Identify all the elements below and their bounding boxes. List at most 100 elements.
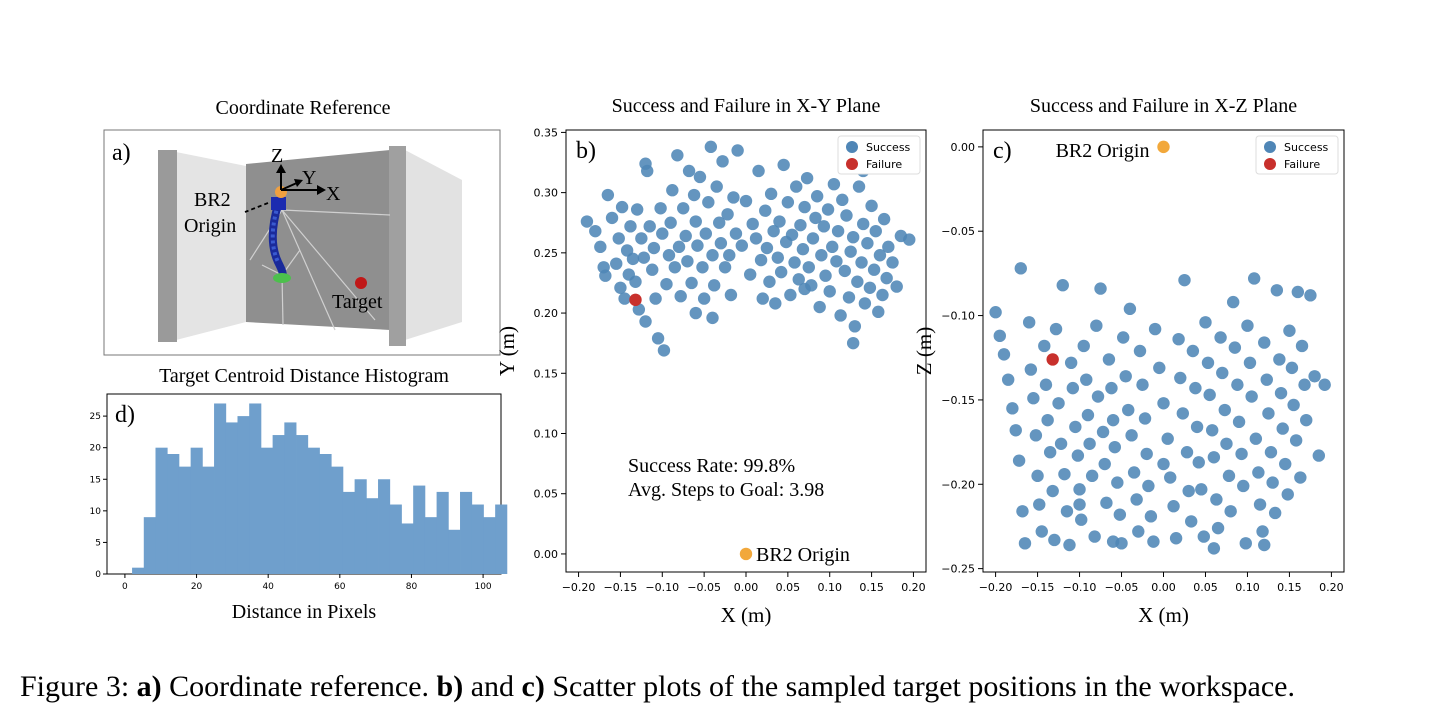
success-point	[840, 209, 853, 222]
success-point	[691, 239, 704, 252]
success-point	[1147, 535, 1160, 548]
success-point	[615, 200, 629, 214]
y-tick-label: 10	[90, 507, 102, 517]
y-tick-label: 20	[90, 444, 102, 454]
success-point	[784, 288, 797, 302]
histogram-bar	[178, 466, 192, 574]
x-tick-label: 0	[122, 582, 128, 592]
success-point	[997, 348, 1011, 361]
success-point	[1069, 420, 1082, 434]
legend-failure-marker	[846, 158, 858, 170]
histogram-bar	[214, 403, 227, 574]
x-tick-label: −0.15	[1021, 581, 1055, 594]
success-point	[1174, 371, 1187, 385]
y-axis-label: Y (m)	[495, 326, 519, 376]
histogram-bar	[155, 447, 168, 574]
x-arrow	[317, 185, 326, 195]
histogram-bar	[272, 435, 285, 574]
success-point	[671, 149, 684, 162]
success-point	[821, 203, 835, 216]
success-point	[1085, 469, 1099, 483]
x-axis-label: Distance in Pixels	[232, 601, 377, 623]
caption-text-2: and	[463, 670, 522, 703]
chart-title: Success and Failure in X-Y Plane	[612, 95, 881, 117]
success-point	[657, 344, 671, 357]
success-point	[882, 240, 895, 254]
success-point	[679, 229, 692, 243]
success-point	[1014, 262, 1027, 275]
success-point	[834, 309, 847, 322]
success-point	[1283, 324, 1296, 337]
success-point	[1214, 331, 1227, 344]
histogram-bar	[331, 466, 344, 574]
success-point	[668, 261, 682, 274]
origin-point	[739, 547, 753, 561]
success-point	[1235, 447, 1248, 461]
success-point	[674, 290, 687, 303]
x-tick-label: 40	[262, 582, 274, 592]
legend-success-label: Success	[1284, 141, 1329, 154]
success-point	[1127, 466, 1141, 479]
success-point	[1298, 378, 1311, 391]
chart-title: Target Centroid Distance Histogram	[159, 365, 449, 387]
success-point	[1136, 378, 1149, 391]
success-point	[654, 202, 667, 215]
success-point	[699, 227, 713, 240]
legend-success-marker	[846, 141, 858, 153]
success-point	[1185, 515, 1198, 528]
x-tick-label: 60	[334, 582, 346, 592]
success-point	[594, 240, 607, 254]
success-point	[1232, 415, 1246, 429]
success-point	[1016, 505, 1029, 518]
success-point	[718, 261, 732, 274]
success-point	[880, 271, 893, 285]
success-point	[1043, 446, 1057, 459]
success-point	[1111, 476, 1124, 489]
histogram-bar	[378, 479, 391, 574]
success-point	[743, 268, 757, 281]
success-point	[1167, 500, 1180, 513]
legend-failure-label: Failure	[1284, 158, 1320, 171]
success-point	[646, 263, 659, 276]
success-point	[790, 180, 803, 193]
x-tick-label: −0.15	[604, 581, 638, 594]
x-tick-label: 0.00	[1151, 581, 1176, 594]
success-point	[1052, 397, 1065, 410]
success-point	[873, 249, 887, 262]
y-tick-label: 0.15	[534, 367, 559, 380]
success-point	[858, 297, 872, 310]
legend-box	[1255, 135, 1339, 175]
histogram-bar	[143, 517, 156, 574]
y-tick-label: 25	[90, 412, 101, 422]
success-point	[1022, 316, 1036, 329]
success-point	[1273, 353, 1286, 366]
y-arrow	[294, 179, 303, 187]
x-tick-label: 0.20	[1319, 581, 1344, 594]
origin-point-label: BR2 Origin	[1056, 140, 1150, 162]
origin-label-line1: BR2	[194, 189, 231, 211]
histogram-bar	[307, 447, 320, 574]
success-point	[662, 249, 676, 262]
y-tick-label: 0.00	[951, 141, 976, 154]
y-tick-label: 0.25	[534, 247, 559, 260]
success-point	[1138, 412, 1152, 425]
success-point	[639, 157, 652, 170]
y-tick-label: −0.05	[941, 225, 975, 238]
success-point	[710, 180, 723, 193]
success-point	[785, 228, 799, 241]
success-point	[1243, 356, 1257, 370]
success-point	[629, 275, 642, 288]
chart-title: Success and Failure in X-Z Plane	[1030, 95, 1297, 117]
success-point	[649, 292, 662, 305]
success-point	[806, 232, 820, 245]
success-point	[1237, 479, 1250, 493]
caption-prefix: Figure 3:	[20, 670, 137, 703]
success-point	[1048, 533, 1061, 547]
success-point	[1279, 457, 1292, 471]
success-point	[1189, 381, 1202, 395]
success-point	[632, 303, 646, 316]
success-point	[1081, 408, 1095, 422]
success-point	[1144, 510, 1158, 523]
success-point	[696, 261, 709, 274]
success-point	[1088, 530, 1101, 543]
